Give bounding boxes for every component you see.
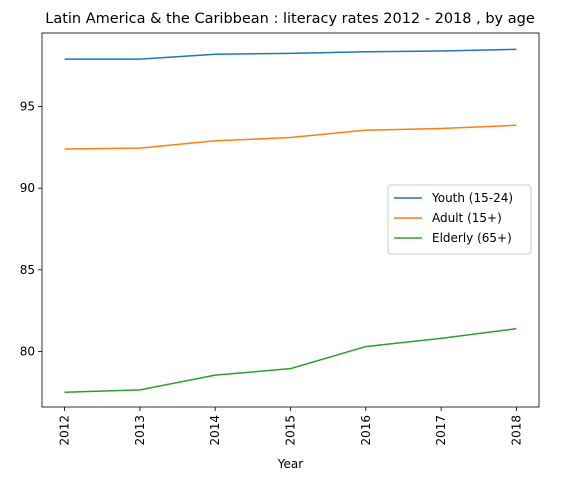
series-line-0 [64,48,517,60]
y-tick-label: 90 [20,181,35,195]
legend: Youth (15-24) Adult (15+) Elderly (65+) [387,184,532,255]
chart-title: Latin America & the Caribbean : literacy… [45,11,535,27]
x-tick-label: 2014 [208,415,222,446]
x-tick-label: 2017 [434,415,448,446]
x-tick-label: 2018 [509,415,523,446]
x-tick-label: 2016 [359,415,373,446]
legend-box [387,184,532,255]
legend-label-0: Youth (15-24) [431,191,513,205]
series-line-1 [64,124,517,150]
series-line-2 [64,327,517,394]
x-axis-label: Year [277,457,303,471]
y-tick-label: 85 [20,263,35,277]
y-tick-label: 80 [20,344,35,358]
x-tick-label: 2013 [133,415,147,446]
x-tick-label: 2015 [284,415,298,446]
legend-label-1: Adult (15+) [432,211,502,225]
plot-area: 2012 2013 2014 2015 2016 2017 2018 80 85 90 95 [20,32,540,446]
y-tick-label: 95 [20,99,35,113]
legend-label-2: Elderly (65+) [432,231,512,245]
x-tick-label: 2012 [58,415,72,446]
